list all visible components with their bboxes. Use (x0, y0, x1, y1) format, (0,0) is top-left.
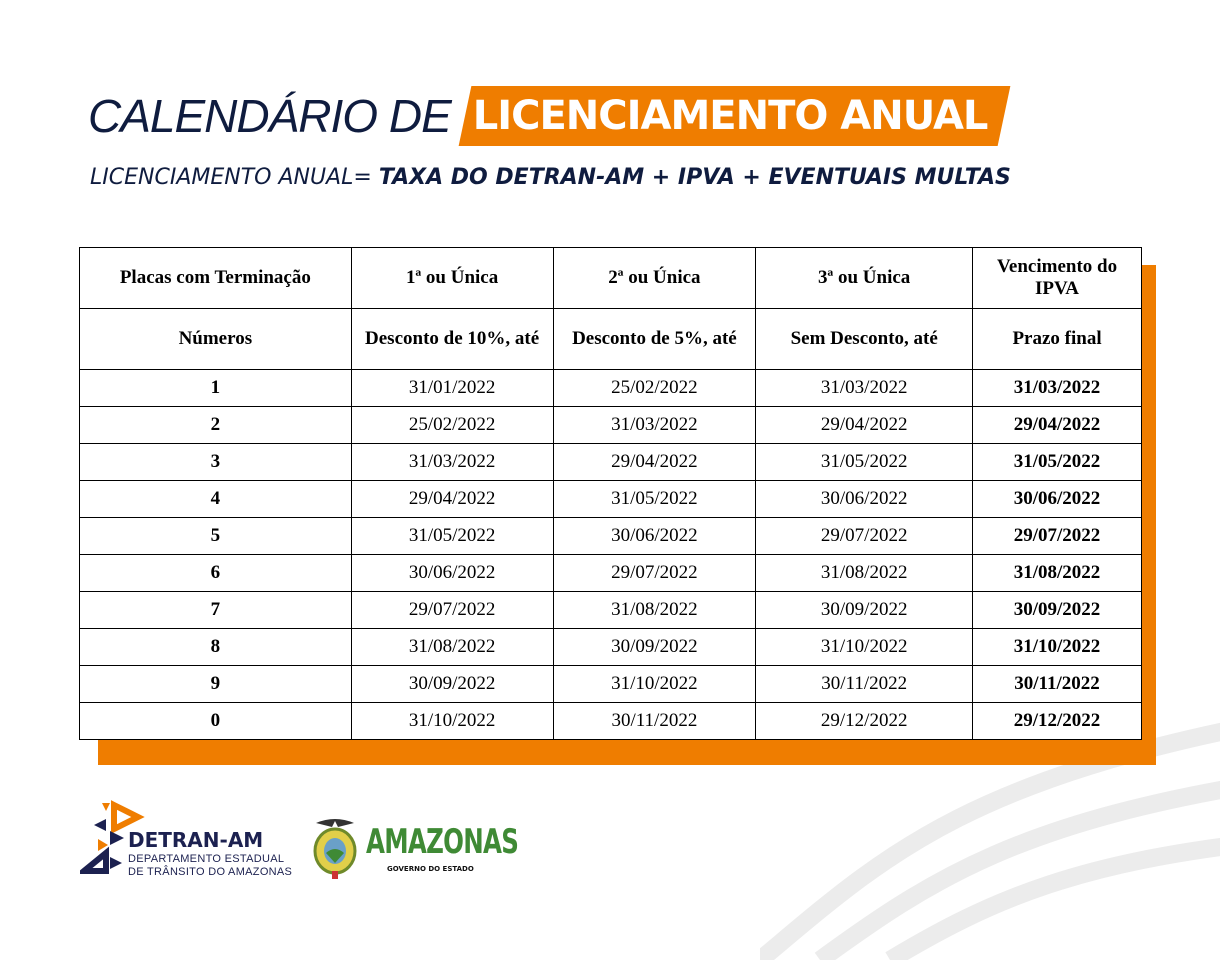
date-cell: 29/04/2022 (972, 406, 1142, 444)
date-cell: 25/02/2022 (350, 406, 554, 444)
plate-ending-cell: 7 (79, 591, 352, 629)
column-subheader: Números (79, 308, 352, 370)
table-row: 2 25/02/2022 31/03/2022 29/04/2022 29/04/202… (79, 406, 1142, 444)
plate-ending-cell: 0 (79, 702, 352, 740)
subtitle-bold: TAXA DO DETRAN-AM + IPVA + EVENTUAIS MUL… (378, 165, 1011, 190)
licensing-calendar-table: Placas com Terminação 1ª ou Única 2ª ou Ún… (79, 247, 1142, 740)
column-subheader: Sem Desconto, até (755, 308, 974, 370)
column-header: Placas com Terminação (79, 247, 352, 309)
date-cell: 29/04/2022 (552, 443, 757, 481)
header-row-1: Placas com Terminação 1ª ou Única 2ª ou Ún… (79, 247, 1142, 309)
title-highlight: LICENCIAMENTO ANUAL (458, 86, 1010, 146)
table-row: 5 31/05/2022 30/06/2022 29/07/2022 29/07/202… (79, 517, 1142, 555)
date-cell: 30/06/2022 (972, 480, 1142, 518)
date-cell: 25/02/2022 (552, 369, 757, 407)
amazonas-tagline: GOVERNO DO ESTADO (387, 865, 474, 873)
table-row: 7 29/07/2022 31/08/2022 30/09/2022 30/09/202… (79, 591, 1142, 629)
plate-ending-cell: 6 (79, 554, 352, 592)
title-part1: CALENDÁRIO DE (88, 90, 452, 142)
date-cell: 31/10/2022 (755, 628, 974, 666)
amazonas-coat-of-arms-icon (313, 819, 357, 879)
table-row: 6 30/06/2022 29/07/2022 31/08/2022 31/08/202… (79, 554, 1142, 592)
date-cell: 31/10/2022 (972, 628, 1142, 666)
table-row: 0 31/10/2022 30/11/2022 29/12/2022 29/12/202… (79, 702, 1142, 740)
table-row: 9 30/09/2022 31/10/2022 30/11/2022 30/11/202… (79, 665, 1142, 703)
title-part2: LICENCIAMENTO ANUAL (472, 93, 989, 139)
date-cell: 30/09/2022 (755, 591, 974, 629)
plate-ending-cell: 5 (79, 517, 352, 555)
table-row: 1 31/01/2022 25/02/2022 31/03/2022 31/03/202… (79, 369, 1142, 407)
date-cell: 30/06/2022 (552, 517, 757, 555)
date-cell: 30/09/2022 (350, 665, 554, 703)
plate-ending-cell: 2 (79, 406, 352, 444)
date-cell: 31/05/2022 (552, 480, 757, 518)
date-cell: 29/07/2022 (552, 554, 757, 592)
date-cell: 29/12/2022 (755, 702, 974, 740)
page-title: CALENDÁRIO DE LICENCIAMENTO ANUAL (88, 86, 1010, 146)
plate-ending-cell: 1 (79, 369, 352, 407)
date-cell: 31/05/2022 (972, 443, 1142, 481)
date-cell: 29/04/2022 (350, 480, 554, 518)
column-header: 2ª ou Única (552, 247, 757, 309)
date-cell: 31/01/2022 (350, 369, 554, 407)
table-row: 4 29/04/2022 31/05/2022 30/06/2022 30/06/202… (79, 480, 1142, 518)
date-cell: 29/07/2022 (755, 517, 974, 555)
date-cell: 31/05/2022 (755, 443, 974, 481)
date-cell: 31/03/2022 (972, 369, 1142, 407)
plate-ending-cell: 9 (79, 665, 352, 703)
date-cell: 29/12/2022 (972, 702, 1142, 740)
column-header: 1ª ou Única (350, 247, 554, 309)
column-subheader: Desconto de 5%, até (552, 308, 757, 370)
date-cell: 30/09/2022 (972, 591, 1142, 629)
date-cell: 31/08/2022 (755, 554, 974, 592)
column-subheader: Prazo final (972, 308, 1142, 370)
detran-line2: DE TRÂNSITO DO AMAZONAS (128, 866, 293, 878)
detran-line1: DEPARTAMENTO ESTADUAL (128, 853, 285, 865)
date-cell: 31/03/2022 (552, 406, 757, 444)
date-cell: 31/08/2022 (972, 554, 1142, 592)
header-row-2: Números Desconto de 10%, até Desconto de 5… (79, 308, 1142, 370)
detran-name: DETRAN-AM (128, 828, 264, 852)
date-cell: 30/09/2022 (552, 628, 757, 666)
date-cell: 29/07/2022 (972, 517, 1142, 555)
date-cell: 31/10/2022 (350, 702, 554, 740)
date-cell: 31/08/2022 (350, 628, 554, 666)
amazonas-name: AMAZONAS (366, 822, 519, 862)
date-cell: 30/11/2022 (972, 665, 1142, 703)
date-cell: 31/03/2022 (350, 443, 554, 481)
date-cell: 30/06/2022 (350, 554, 554, 592)
date-cell: 29/04/2022 (755, 406, 974, 444)
plate-ending-cell: 4 (79, 480, 352, 518)
date-cell: 30/11/2022 (552, 702, 757, 740)
date-cell: 29/07/2022 (350, 591, 554, 629)
plate-ending-cell: 8 (79, 628, 352, 666)
date-cell: 30/06/2022 (755, 480, 974, 518)
column-header: 3ª ou Única (755, 247, 974, 309)
table-row: 3 31/03/2022 29/04/2022 31/05/2022 31/05/202… (79, 443, 1142, 481)
table-row: 8 31/08/2022 30/09/2022 31/10/2022 31/10/202… (79, 628, 1142, 666)
date-cell: 30/11/2022 (755, 665, 974, 703)
plate-ending-cell: 3 (79, 443, 352, 481)
date-cell: 31/03/2022 (755, 369, 974, 407)
date-cell: 31/05/2022 (350, 517, 554, 555)
column-subheader: Desconto de 10%, até (350, 308, 554, 370)
date-cell: 31/08/2022 (552, 591, 757, 629)
subtitle-prefix: LICENCIAMENTO ANUAL= (90, 165, 372, 190)
detran-logo-icon (80, 800, 145, 874)
column-header: Vencimento do IPVA (972, 247, 1142, 309)
date-cell: 31/10/2022 (552, 665, 757, 703)
subtitle: LICENCIAMENTO ANUAL= TAXA DO DETRAN-AM +… (90, 165, 1011, 190)
